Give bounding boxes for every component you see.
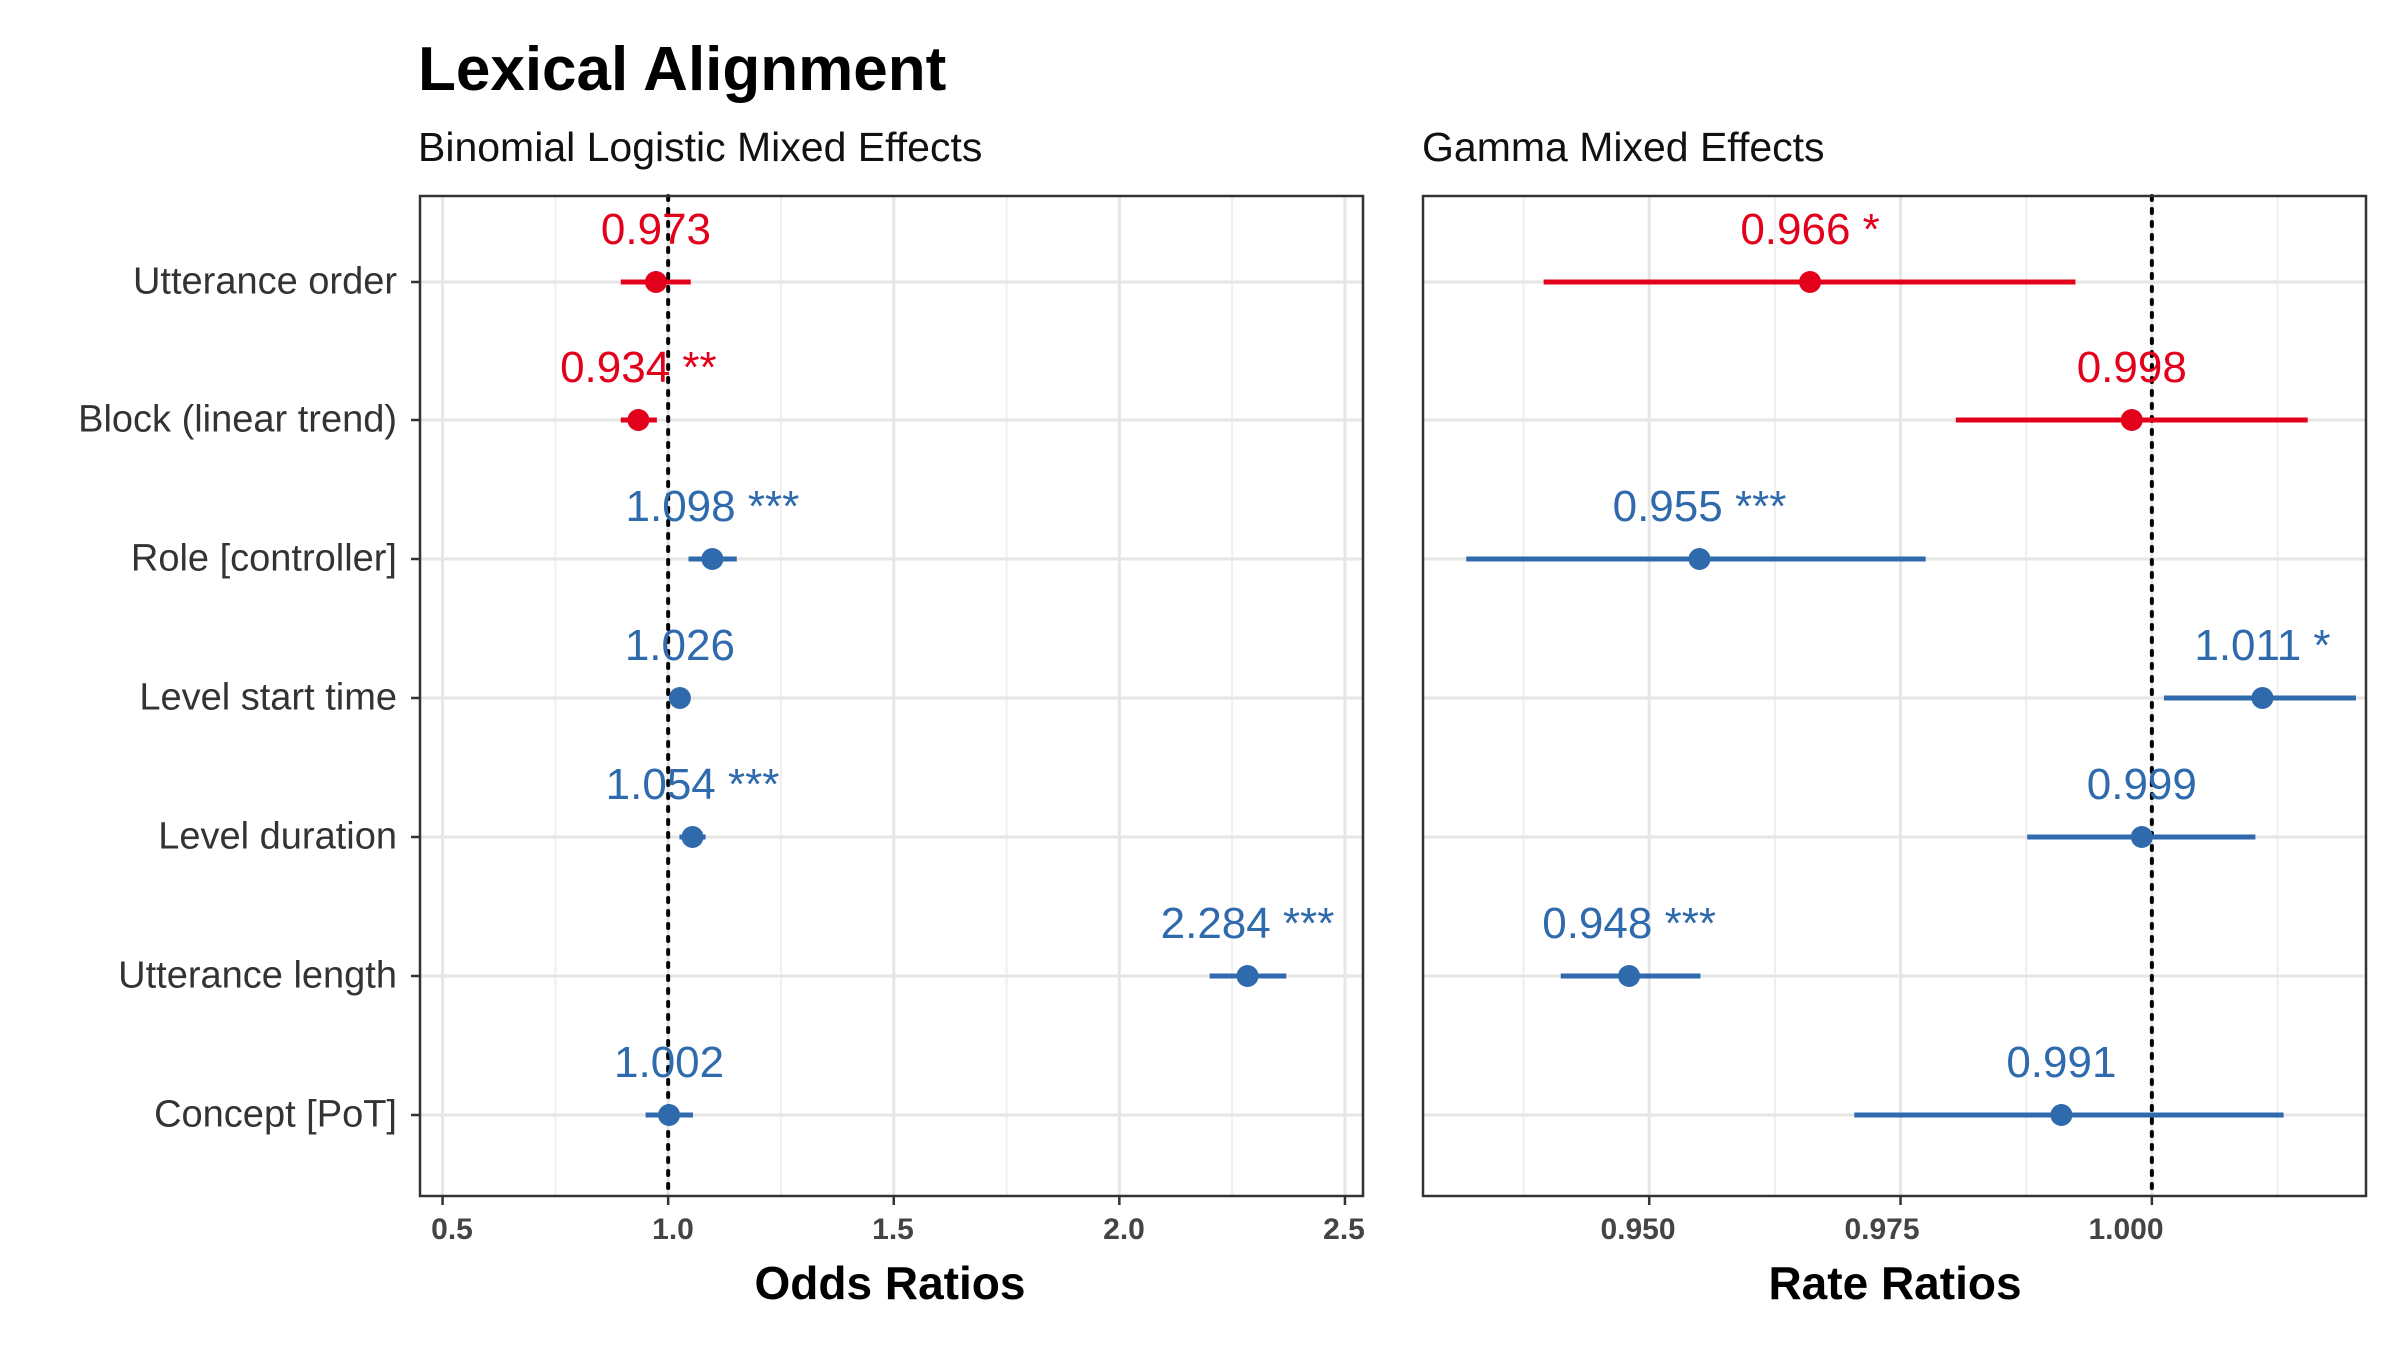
left-estimate-label: 1.026 (625, 621, 735, 670)
right-estimate-point (1618, 965, 1641, 987)
category-label-block: Block (linear trend) (78, 398, 397, 441)
right-panel-subtitle: Gamma Mixed Effects (1422, 124, 1825, 170)
left-estimate-point (627, 409, 650, 431)
left-estimate-point (644, 271, 667, 293)
right-x-tick-label: 0.975 (1844, 1213, 1920, 1246)
right-panel-frame (1421, 194, 2368, 1198)
right-estimate-point (2120, 409, 2143, 431)
left-estimate-label: 1.054 *** (606, 760, 780, 809)
right-x-tick-label: 0.950 (1600, 1213, 1676, 1246)
right-estimate-point (2251, 687, 2274, 709)
right-estimate-label: 1.011 * (2194, 621, 2330, 670)
right-estimate-point (1799, 271, 1822, 293)
right-estimate-point (2130, 826, 2153, 848)
left-x-tick-label: 1.5 (872, 1213, 914, 1246)
left-x-axis-label: Odds Ratios (754, 1257, 1026, 1309)
right-estimate-point (2050, 1104, 2073, 1126)
right-x-axis-label: Rate Ratios (1768, 1257, 2022, 1309)
category-label-level-duration: Level duration (158, 815, 397, 858)
left-x-tick-label: 0.5 (431, 1213, 473, 1246)
left-estimate-point (658, 1104, 681, 1126)
chart-title: Lexical Alignment (418, 35, 947, 104)
category-label-role: Role [controller] (130, 537, 397, 580)
left-estimate-point (668, 687, 691, 709)
right-estimate-label: 0.955 *** (1613, 482, 1787, 531)
left-estimate-point (701, 548, 724, 570)
left-x-tick-label: 1.0 (652, 1213, 694, 1246)
right-estimate-label: 0.948 *** (1542, 899, 1716, 948)
right-estimate-label: 0.998 (2077, 343, 2187, 392)
category-label-utterance-order: Utterance order (132, 260, 397, 303)
left-estimate-point (1236, 965, 1259, 987)
category-label-utterance-length: Utterance length (118, 954, 397, 997)
left-x-tick-label: 2.0 (1103, 1213, 1145, 1246)
left-estimate-point (681, 826, 704, 848)
left-estimate-label: 2.284 *** (1161, 899, 1335, 948)
left-x-tick-label: 2.5 (1323, 1213, 1365, 1246)
left-estimate-label: 0.934 ** (560, 343, 717, 392)
left-panel-subtitle: Binomial Logistic Mixed Effects (418, 124, 983, 170)
right-x-tick-label: 1.000 (2088, 1213, 2164, 1246)
right-estimate-label: 0.966 * (1740, 205, 1879, 254)
left-estimate-label: 1.002 (614, 1038, 724, 1087)
category-label-concept: Concept [PoT] (154, 1093, 397, 1136)
left-panel-frame (418, 194, 1365, 1198)
right-estimate-label: 0.999 (2087, 760, 2197, 809)
right-estimate-point (1688, 548, 1711, 570)
left-estimate-label: 0.973 (601, 205, 711, 254)
left-estimate-label: 1.098 *** (626, 482, 800, 531)
category-label-level-start-time: Level start time (139, 676, 397, 719)
right-estimate-label: 0.991 (2006, 1038, 2116, 1087)
